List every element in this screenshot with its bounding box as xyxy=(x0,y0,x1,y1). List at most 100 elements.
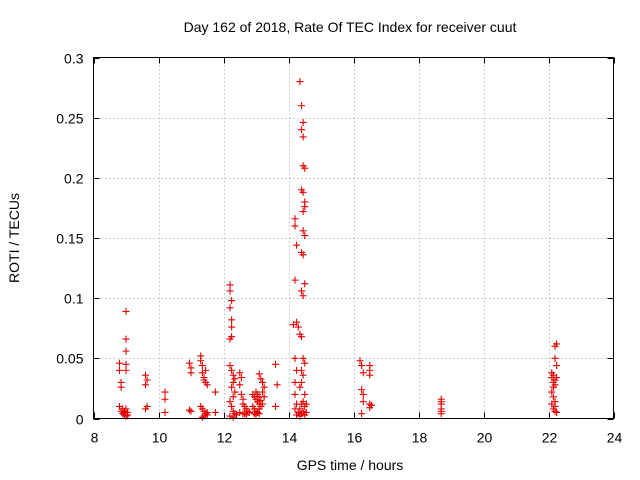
data-point xyxy=(228,316,236,324)
x-tick-label: 16 xyxy=(347,430,363,446)
data-point xyxy=(293,241,301,249)
data-point xyxy=(301,390,309,398)
data-point xyxy=(237,374,245,382)
data-point xyxy=(122,307,130,315)
data-point xyxy=(293,318,301,326)
data-point xyxy=(203,381,211,389)
data-point xyxy=(549,393,557,401)
data-point xyxy=(185,406,193,414)
data-point xyxy=(298,333,305,341)
data-point xyxy=(122,366,130,374)
data-point xyxy=(296,78,304,86)
data-point xyxy=(226,335,234,343)
data-point xyxy=(198,362,206,370)
data-point xyxy=(298,366,305,374)
x-tick-label: 14 xyxy=(282,430,298,446)
data-point xyxy=(359,390,367,398)
data-point xyxy=(260,393,268,401)
data-point xyxy=(298,378,305,386)
data-point xyxy=(237,390,245,398)
x-tick-label: 10 xyxy=(152,430,168,446)
data-point xyxy=(366,404,374,412)
data-point xyxy=(551,354,559,362)
data-point xyxy=(228,402,236,410)
data-point xyxy=(229,371,237,379)
data-point xyxy=(299,371,307,379)
data-point xyxy=(197,357,205,365)
data-point xyxy=(257,396,265,404)
x-tick-label: 12 xyxy=(217,430,233,446)
data-point xyxy=(241,410,249,418)
data-point xyxy=(202,366,210,374)
data-point xyxy=(299,188,307,196)
data-point xyxy=(358,362,366,370)
data-point xyxy=(299,133,307,141)
data-point xyxy=(229,413,237,421)
data-point xyxy=(553,408,561,416)
grid xyxy=(93,57,614,419)
data-point xyxy=(226,304,234,312)
data-point xyxy=(291,354,299,362)
data-point xyxy=(553,362,561,370)
data-point xyxy=(255,405,263,413)
data-point xyxy=(116,359,123,367)
data-point xyxy=(120,407,128,415)
data-point xyxy=(229,393,237,401)
data-point xyxy=(298,126,305,134)
data-point xyxy=(203,408,211,416)
x-tick-label: 24 xyxy=(607,430,623,446)
data-point xyxy=(298,287,305,295)
data-point xyxy=(260,383,268,391)
data-point xyxy=(259,378,266,386)
data-point xyxy=(272,402,279,410)
data-point xyxy=(358,386,366,394)
data-point xyxy=(142,405,149,413)
y-tick-label: 0.2 xyxy=(64,171,84,187)
x-tick-label: 20 xyxy=(477,430,493,446)
data-point xyxy=(117,383,125,391)
data-point xyxy=(302,408,310,416)
data-point xyxy=(291,222,299,230)
data-point xyxy=(122,360,130,368)
data-point xyxy=(231,388,239,396)
data-point xyxy=(187,369,195,377)
data-point xyxy=(211,408,219,416)
data-point xyxy=(122,347,130,355)
data-point xyxy=(548,388,556,396)
data-point xyxy=(273,381,281,389)
data-point xyxy=(226,287,234,295)
data-point xyxy=(551,407,559,415)
data-point xyxy=(161,388,169,396)
data-point xyxy=(359,369,367,377)
data-point xyxy=(231,410,239,418)
data-point xyxy=(291,276,299,284)
data-point xyxy=(161,395,169,403)
data-point xyxy=(272,360,279,368)
data-point xyxy=(359,398,367,406)
data-point xyxy=(301,232,309,240)
data-point xyxy=(293,411,301,419)
data-point xyxy=(437,410,445,418)
data-point xyxy=(242,411,250,419)
x-tick-label: 8 xyxy=(91,430,99,446)
data-point xyxy=(226,398,234,406)
data-point xyxy=(236,408,244,416)
y-tick-label: 0.1 xyxy=(64,291,84,307)
data-point xyxy=(551,342,559,350)
data-point xyxy=(236,369,244,377)
tick-labels: 8 10 12 14 16 18 20 22 24 0 0.05 0.1 0.15 0.2 0.25 0.3 xyxy=(56,51,622,446)
data-point xyxy=(294,323,302,331)
data-point xyxy=(301,280,309,288)
data-point xyxy=(296,383,304,391)
data-point xyxy=(366,371,374,379)
x-tick-label: 18 xyxy=(412,430,428,446)
data-point xyxy=(228,323,236,331)
data-point xyxy=(236,381,244,389)
data-point xyxy=(198,413,206,421)
data-point xyxy=(228,366,236,374)
data-point xyxy=(301,359,309,367)
data-point xyxy=(211,388,219,396)
data-point xyxy=(291,390,299,398)
data-point xyxy=(231,375,239,383)
